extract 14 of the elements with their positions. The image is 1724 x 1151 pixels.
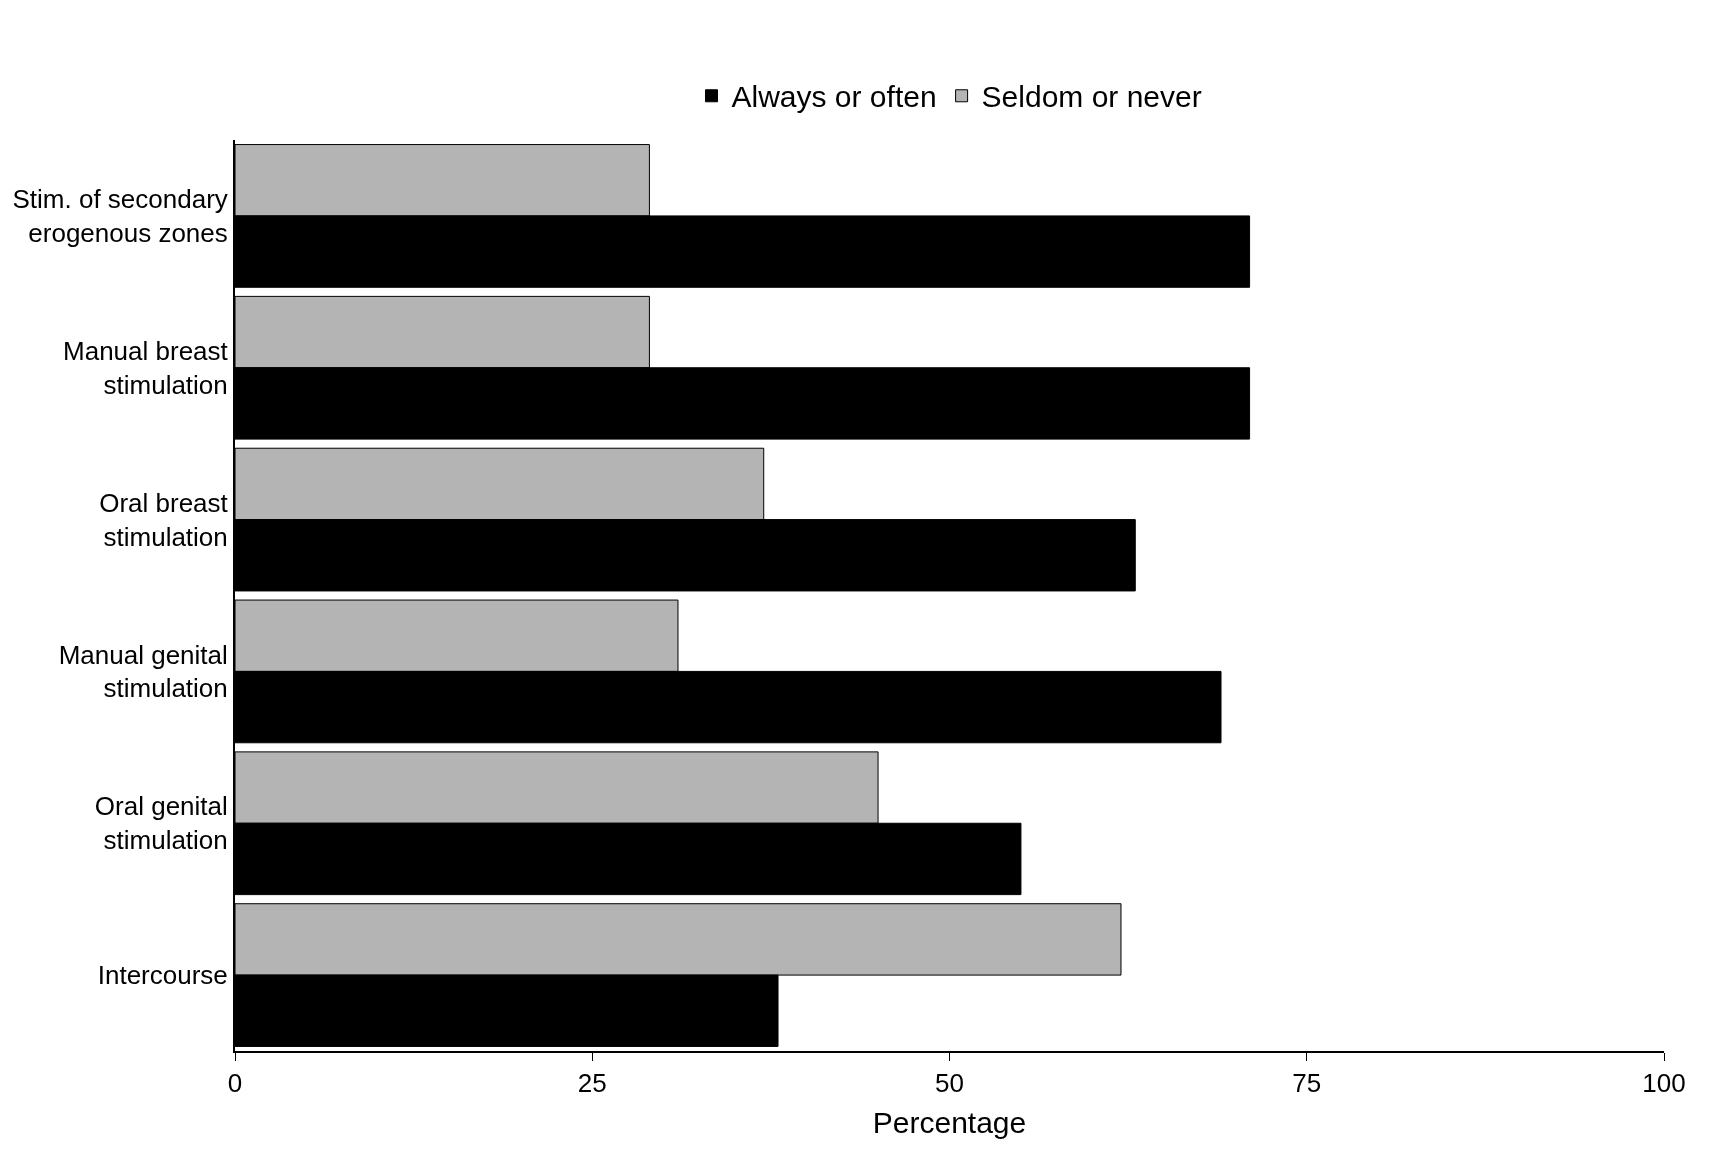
x-tick-label: 0 <box>227 1068 243 1099</box>
x-tick-label: 50 <box>935 1068 964 1099</box>
x-tick-label: 25 <box>577 1068 607 1099</box>
y-tick-label: Manual genital stimulation <box>58 639 228 704</box>
x-axis-title: Percentage <box>872 1106 1027 1140</box>
y-tick-label: Oral breast stimulation <box>99 487 229 552</box>
legend-label: Always or often <box>731 80 937 114</box>
x-tick-label: 100 <box>1642 1068 1686 1099</box>
legend-label: Seldom or never <box>981 80 1202 114</box>
y-tick-label: Stim. of secondary erogenous zones <box>12 184 228 248</box>
y-tick-label: Manual breast stimulation <box>63 335 229 400</box>
x-tick-label: 75 <box>1292 1068 1322 1099</box>
y-tick-label: Oral genital stimulation <box>94 791 228 856</box>
y-tick-label: Intercourse <box>97 960 228 991</box>
